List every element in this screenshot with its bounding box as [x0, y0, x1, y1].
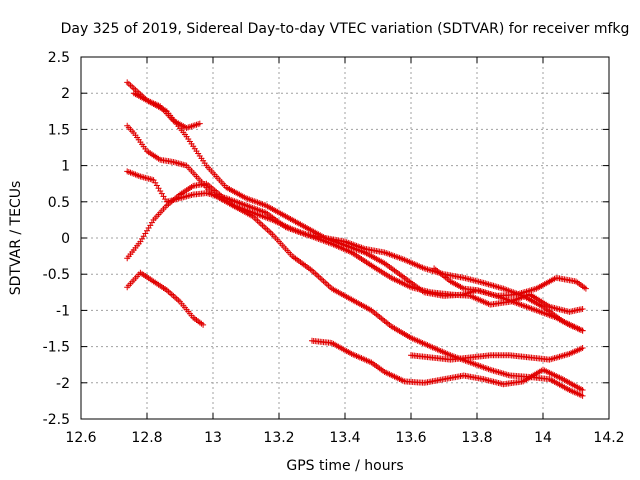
y-axis-label: SDTVAR / TECUs [8, 181, 24, 296]
y-tick-label: 0 [61, 231, 70, 247]
data-point [582, 285, 589, 292]
axis-ticks: 12.6 12.8 13 13.2 13.4 13.6 13.8 14 14.2 -2.5 -2 -1… [43, 50, 625, 446]
x-tick-label: 12.8 [131, 430, 162, 446]
series-track-3 [124, 122, 586, 315]
series-track-8 [408, 345, 586, 363]
y-tick-label: 1.5 [48, 122, 70, 138]
x-tick-label: 13 [204, 430, 222, 446]
data-point [579, 345, 586, 352]
data-point [200, 321, 207, 328]
series-track-2 [130, 90, 203, 131]
y-tick-label: 2.5 [48, 50, 70, 66]
x-tick-label: 14 [534, 430, 552, 446]
series-track-5 [124, 180, 586, 399]
x-tick-label: 14.2 [593, 430, 624, 446]
data-point [579, 327, 586, 334]
y-tick-label: 1 [61, 159, 70, 175]
data-points [124, 79, 589, 399]
series-track-6 [124, 269, 207, 328]
x-tick-label: 12.6 [65, 430, 96, 446]
x-tick-label: 13.4 [329, 430, 360, 446]
series-track-1 [124, 79, 589, 299]
data-point [579, 305, 586, 312]
data-point [579, 387, 586, 394]
x-axis-label: GPS time / hours [286, 458, 403, 474]
x-tick-label: 13.8 [461, 430, 492, 446]
x-tick-label: 13.6 [395, 430, 426, 446]
series-track-9 [431, 265, 586, 334]
series-track-7 [309, 337, 586, 394]
y-tick-label: -2 [56, 376, 70, 392]
y-tick-label: 0.5 [48, 195, 70, 211]
chart-title: Day 325 of 2019, Sidereal Day-to-day VTE… [61, 21, 630, 37]
x-tick-label: 13.2 [263, 430, 294, 446]
data-point [579, 392, 586, 399]
y-tick-label: -2.5 [43, 412, 70, 428]
y-tick-label: -0.5 [43, 267, 70, 283]
y-tick-label: -1 [56, 303, 70, 319]
grid [80, 56, 610, 420]
y-tick-label: 2 [61, 86, 70, 102]
y-tick-label: -1.5 [43, 340, 70, 356]
data-point [196, 120, 203, 127]
